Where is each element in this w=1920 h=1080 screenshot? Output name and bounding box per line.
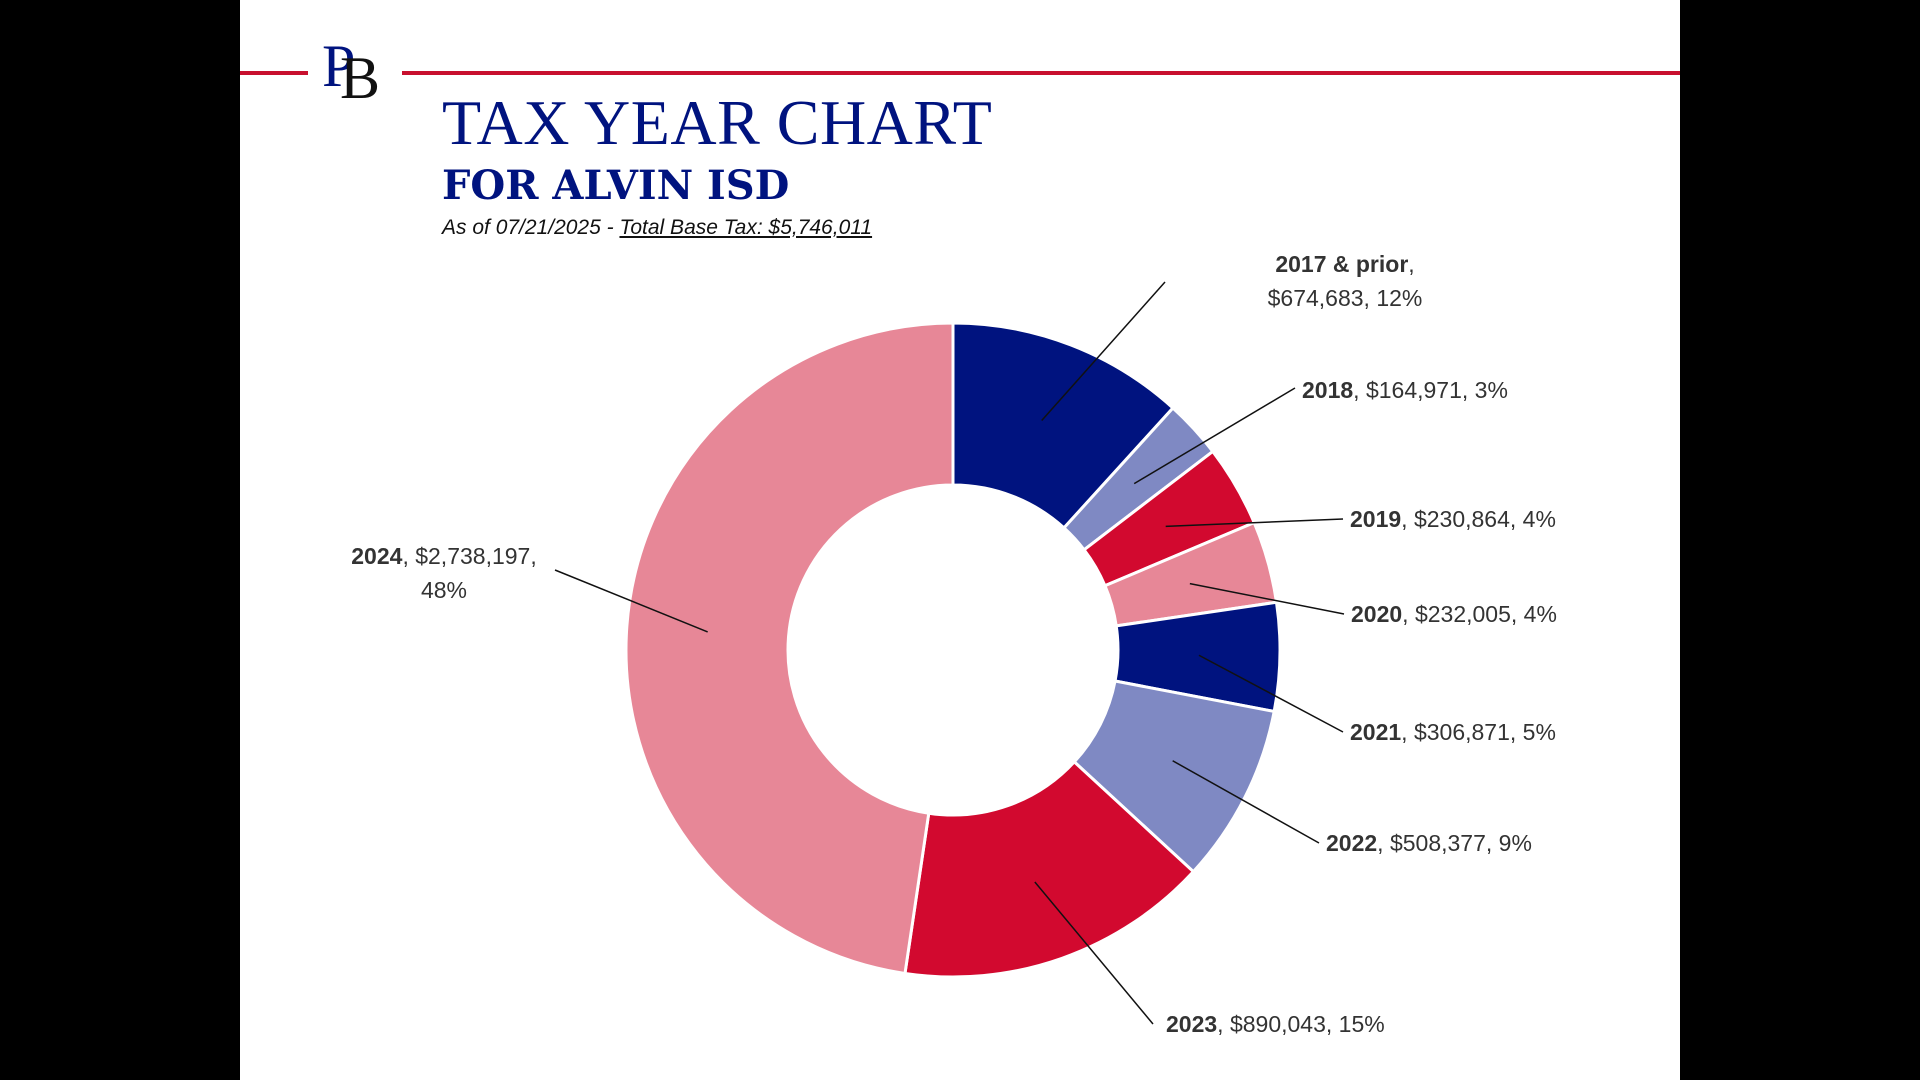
data-label-2024: 2024, $2,738,197, 48%	[351, 543, 536, 603]
leader-line-2021	[1198, 654, 1344, 733]
data-label-2021: 2021, $306,871, 5%	[1350, 719, 1556, 745]
leader-line-2017-and-prior	[1041, 281, 1166, 422]
chart-subtitle: FOR ALVIN ISD	[442, 162, 790, 209]
donut-slices	[624, 321, 1282, 979]
pb-logo: P B	[320, 34, 400, 114]
leader-lines	[554, 281, 1345, 1025]
header-rule-right	[402, 71, 1680, 75]
total-base-tax: Total Base Tax: $5,746,011	[619, 216, 873, 239]
leader-line-2018	[1133, 387, 1296, 485]
slice-2024	[624, 321, 955, 976]
chart-title: TAX YEAR CHART	[442, 87, 993, 158]
data-labels: 2017 & prior, $674,683, 12% 2018, $164,971…	[351, 251, 1557, 1037]
data-label-2023: 2023, $890,043, 15%	[1166, 1011, 1385, 1037]
data-label-2019: 2019, $230,864, 4%	[1350, 506, 1556, 532]
data-label-2022: 2022, $508,377, 9%	[1326, 830, 1532, 856]
as-of-date: As of 07/21/2025 -	[442, 216, 620, 239]
leader-line-2024	[554, 569, 708, 633]
leader-line-2020	[1189, 582, 1345, 615]
data-label-2018: 2018, $164,971, 3%	[1302, 377, 1508, 403]
leader-line-2019	[1165, 518, 1344, 528]
slide: P B TAX YEAR CHART FOR ALVIN ISD As of 0…	[240, 0, 1680, 1080]
donut-chart: 2017 & prior, $674,683, 12% 2018, $164,971…	[351, 251, 1557, 1037]
header-rule-left	[240, 71, 308, 75]
logo-letter-p: P	[322, 33, 356, 99]
data-label-2020: 2020, $232,005, 4%	[1351, 601, 1557, 627]
slice-2023	[903, 759, 1196, 979]
slice-2017-and-prior	[951, 321, 1176, 531]
logo-letter-b: B	[340, 45, 381, 111]
leader-line-2023	[1034, 881, 1154, 1025]
data-label-2017-and-prior: 2017 & prior, $674,683, 12%	[1268, 251, 1423, 311]
leader-line-2022	[1172, 760, 1320, 844]
as-of-line: As of 07/21/2025 - Total Base Tax: $5,74…	[442, 215, 872, 240]
